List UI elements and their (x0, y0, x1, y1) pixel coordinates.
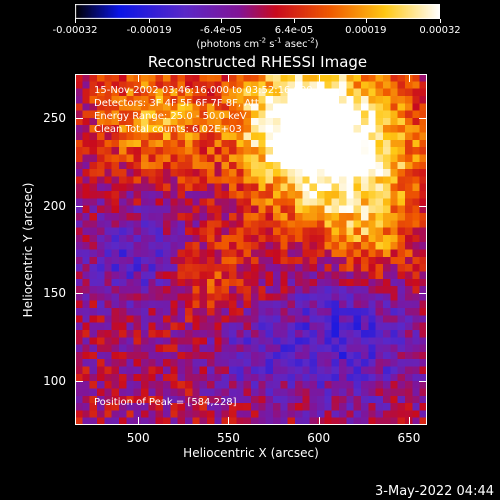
annotation-time-range: 15-Nov-2002 03:46:16.000 to 03:52:16.000 (94, 85, 313, 96)
colorbar-unit-label: (photons cm-2 s-1 asec-2) (196, 36, 319, 50)
x-tick-label: 600 (307, 431, 331, 445)
y-tick-mark (419, 293, 427, 295)
x-tick-mark (138, 417, 140, 425)
timestamp: 3-May-2022 04:44 (375, 484, 494, 499)
x-tick-mark (138, 74, 140, 82)
plot-frame (75, 74, 427, 425)
colorbar-tick-label: 6.4e-05 (274, 25, 314, 36)
y-tick-mark (419, 381, 427, 383)
x-tick-mark (408, 417, 410, 425)
heatmap-image (75, 74, 427, 425)
y-tick-mark (75, 293, 83, 295)
annotation-energy-range: Energy Range: 25.0 - 50.0 keV (94, 111, 247, 122)
colorbar-tick-mark (149, 19, 151, 23)
colorbar (75, 4, 440, 19)
colorbar-tick-mark (440, 19, 441, 23)
colorbar-tick-label: -6.4e-05 (200, 25, 242, 36)
annotation-detectors: Detectors: 3F 4F 5F 6F 7F 8F, Att (94, 98, 259, 109)
y-tick-label: 100 (43, 374, 66, 389)
x-tick-label: 650 (397, 431, 421, 445)
y-tick-mark (75, 205, 83, 207)
y-tick-label: 250 (43, 110, 66, 125)
colorbar-tick-mark (365, 19, 367, 23)
x-tick-mark (228, 74, 230, 82)
colorbar-tick-label: -0.00032 (52, 25, 98, 36)
colorbar-tick-mark (294, 19, 295, 23)
y-tick-mark (75, 117, 83, 119)
x-tick-mark (318, 417, 320, 425)
y-tick-mark (75, 381, 83, 383)
colorbar-tick-label: 0.00032 (419, 25, 461, 36)
annotation-peak-position: Position of Peak = [584,228] (94, 397, 237, 408)
colorbar-tick-label: 0.00019 (345, 25, 387, 36)
x-tick-mark (408, 74, 410, 82)
y-axis-label: Heliocentric Y (arcsec) (21, 182, 35, 318)
colorbar-tick-mark (75, 19, 76, 23)
x-tick-mark (318, 74, 320, 82)
x-axis-label: Heliocentric X (arcsec) (183, 446, 319, 460)
annotation-method-counts: Clean Total counts: 6.02E+03 (94, 124, 242, 135)
y-tick-mark (419, 117, 427, 119)
y-tick-label: 150 (43, 286, 66, 301)
y-tick-label: 200 (43, 198, 66, 213)
colorbar-tick-label: -0.00019 (126, 25, 172, 36)
chart-title: Reconstructed RHESSI Image (147, 53, 368, 71)
y-tick-mark (419, 205, 427, 207)
x-tick-mark (228, 417, 230, 425)
x-tick-label: 500 (126, 431, 150, 445)
colorbar-tick-mark (221, 19, 222, 23)
x-tick-label: 550 (216, 431, 240, 445)
